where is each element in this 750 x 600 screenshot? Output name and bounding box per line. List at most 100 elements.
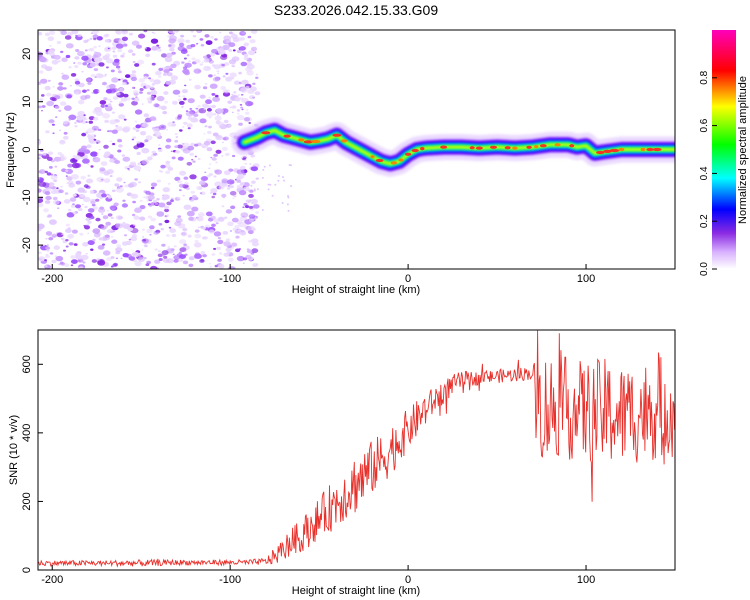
signal-peak — [640, 147, 646, 152]
noise-speckle — [146, 260, 152, 265]
noise-speckle — [131, 233, 138, 238]
noise-speckle — [103, 34, 108, 38]
noise-speckle — [107, 213, 113, 217]
noise-speckle — [160, 170, 164, 173]
noise-speckle — [98, 62, 105, 67]
noise-speckle — [241, 108, 244, 111]
noise-speckle — [58, 189, 64, 194]
noise-speckle — [248, 189, 254, 193]
noise-speckle — [138, 181, 141, 184]
noise-speckle — [45, 231, 53, 236]
noise-speckle — [137, 162, 142, 166]
noise-speckle — [44, 85, 51, 91]
noise-speckle — [187, 145, 195, 151]
noise-speckle — [122, 30, 127, 33]
noise-speckle — [46, 249, 50, 252]
noise-speckle — [69, 85, 72, 87]
signal-peak — [490, 145, 497, 149]
noise-speckle — [254, 91, 261, 96]
noise-speckle — [256, 188, 259, 191]
noise-speckle — [83, 114, 86, 117]
signal-peak — [526, 145, 532, 149]
noise-speckle — [123, 93, 129, 98]
noise-speckle — [246, 109, 249, 111]
noise-speckle — [133, 145, 140, 150]
noise-speckle — [211, 104, 217, 109]
noise-speckle — [153, 32, 156, 35]
noise-speckle — [194, 155, 197, 158]
noise-speckle — [238, 122, 243, 126]
noise-speckle — [167, 121, 175, 127]
colorbar-tick-label: 0.2 — [699, 214, 710, 228]
noise-speckle — [227, 185, 231, 187]
noise-speckle — [236, 109, 241, 112]
noise-speckle — [61, 57, 68, 63]
noise-speckle — [289, 164, 292, 167]
noise-speckle — [255, 73, 259, 76]
noise-speckle — [103, 144, 109, 149]
noise-speckle — [215, 161, 218, 164]
noise-speckle — [86, 144, 92, 149]
noise-speckle — [148, 204, 153, 207]
noise-speckle — [104, 119, 109, 123]
noise-speckle — [117, 70, 122, 74]
noise-speckle — [197, 226, 201, 229]
noise-speckle — [271, 194, 274, 197]
noise-speckle — [174, 139, 179, 143]
noise-speckle — [158, 258, 163, 261]
noise-speckle — [143, 244, 148, 248]
noise-speckle — [286, 203, 289, 206]
noise-speckle — [93, 52, 102, 58]
noise-speckle — [157, 46, 161, 49]
noise-speckle — [82, 89, 87, 93]
noise-speckle — [38, 188, 42, 193]
snr-xlabel: Height of straight line (km) — [292, 585, 420, 597]
noise-speckle — [177, 144, 183, 149]
noise-speckle — [157, 250, 161, 253]
noise-speckle — [207, 105, 212, 109]
noise-speckle — [127, 227, 134, 232]
noise-speckle — [181, 232, 186, 236]
noise-speckle — [133, 215, 140, 220]
noise-speckle — [122, 199, 126, 202]
signal-peak — [411, 148, 419, 153]
noise-speckle — [77, 258, 84, 263]
colorbar-gradient — [712, 30, 736, 269]
noise-speckle — [248, 218, 254, 222]
noise-speckle — [155, 154, 158, 156]
noise-speckle — [233, 80, 241, 85]
noise-speckle — [110, 216, 114, 219]
noise-speckle — [157, 253, 163, 258]
noise-speckle — [151, 83, 156, 86]
noise-speckle — [267, 188, 270, 191]
noise-speckle — [230, 205, 236, 210]
noise-speckle — [171, 233, 177, 238]
noise-speckle — [104, 73, 108, 76]
noise-speckle — [86, 89, 90, 92]
noise-speckle — [145, 84, 151, 89]
noise-speckle — [174, 132, 178, 136]
noise-speckle — [128, 169, 131, 171]
noise-speckle — [65, 175, 68, 177]
noise-speckle — [38, 198, 44, 203]
noise-speckle — [199, 180, 206, 186]
spectrogram-y-axis: -20 -10 0 10 20 — [21, 48, 43, 253]
noise-speckle — [52, 196, 58, 201]
noise-speckle — [212, 77, 220, 82]
noise-speckle — [234, 97, 241, 102]
noise-speckle — [179, 254, 186, 259]
noise-speckle — [90, 165, 94, 168]
noise-speckle — [45, 254, 50, 259]
noise-speckle — [190, 142, 196, 147]
noise-speckle — [44, 259, 47, 262]
noise-speckle — [70, 73, 77, 77]
noise-speckle — [115, 125, 118, 127]
signal-peak — [420, 147, 425, 151]
noise-speckle — [100, 178, 104, 181]
noise-speckle — [239, 231, 247, 236]
noise-speckle — [74, 155, 81, 161]
noise-speckle — [193, 68, 202, 74]
noise-speckle — [212, 96, 221, 102]
noise-speckle — [181, 61, 185, 64]
noise-speckle — [178, 42, 185, 47]
